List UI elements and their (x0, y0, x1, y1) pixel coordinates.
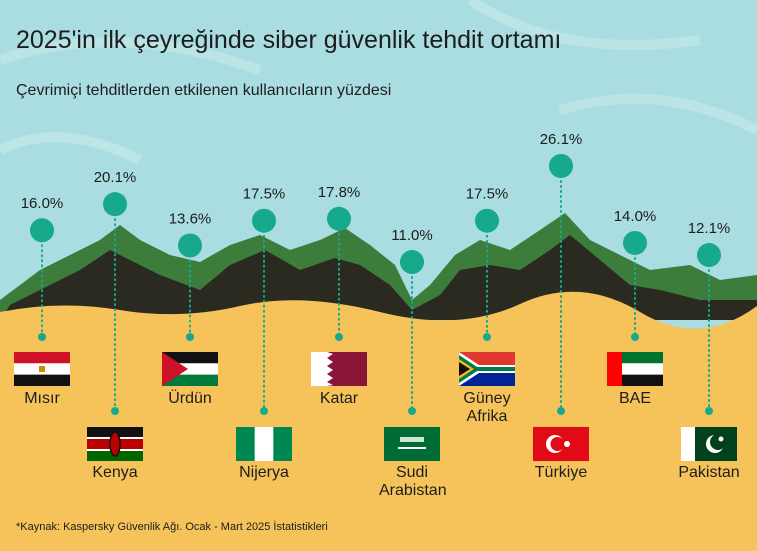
country-label: Nijerya (239, 464, 289, 481)
flag-part (162, 374, 218, 386)
flag-part (14, 374, 70, 386)
flag-part (607, 352, 622, 386)
flag-part (607, 374, 663, 386)
value-label: 12.1% (688, 220, 731, 237)
flag-part (109, 431, 121, 457)
flag-part (39, 366, 45, 372)
country-label: Mısır (24, 390, 60, 407)
value-label: 20.1% (94, 169, 137, 186)
value-dot (103, 192, 127, 217)
flag-part (162, 352, 218, 364)
value-dot (623, 230, 647, 255)
country-label: Türkiye (534, 464, 588, 481)
country-label: Katar (319, 390, 359, 407)
flag-part (718, 436, 724, 442)
end-dot (260, 407, 268, 415)
flag (236, 427, 292, 461)
country-label: Ürdün (168, 390, 212, 407)
chart-title: 2025'in ilk çeyreğinde siber güvenlik te… (16, 26, 561, 54)
end-dot (557, 407, 565, 415)
flag-part (681, 427, 695, 461)
source-note: *Kaynak: Kaspersky Güvenlik Ağı. Ocak - … (16, 520, 328, 533)
flag (533, 427, 589, 461)
flag (384, 427, 440, 461)
flag-part (564, 441, 570, 447)
value-dot (697, 243, 721, 268)
value-label: 17.5% (243, 186, 286, 203)
flag-part (14, 352, 70, 364)
palm-leaves (0, 0, 757, 165)
end-dot (186, 333, 194, 341)
value-label: 17.5% (466, 186, 509, 203)
value-label: 11.0% (391, 227, 432, 244)
flag (311, 352, 367, 386)
value-dot (475, 208, 499, 233)
country-label: Güney Afrika (463, 390, 511, 425)
value-label: 17.8% (318, 184, 361, 201)
flag-part (459, 355, 515, 383)
flag-part (254, 427, 274, 461)
flag-part (607, 352, 663, 364)
value-dot (252, 208, 276, 233)
end-dot (38, 333, 46, 341)
country-label: Sudi Arabistan (379, 464, 447, 499)
flag-part (311, 352, 333, 386)
end-dot (408, 407, 416, 415)
flag-part (400, 437, 424, 442)
chart-subtitle: Çevrimiçi tehditlerden etkilenen kullanı… (16, 82, 391, 99)
flag (162, 352, 218, 386)
value-label: 14.0% (614, 208, 657, 225)
value-label: 13.6% (169, 211, 212, 228)
value-dot (327, 206, 351, 231)
sand (0, 291, 757, 551)
country-label: BAE (618, 390, 651, 407)
value-dot (400, 250, 424, 275)
flag-part (162, 363, 218, 375)
country-label: Kenya (92, 464, 138, 481)
end-dot (631, 333, 639, 341)
flag (607, 352, 663, 386)
value-dot (30, 218, 54, 243)
value-label: 16.0% (21, 195, 64, 212)
value-dot (549, 154, 573, 179)
value-label: 26.1% (540, 131, 583, 148)
end-dot (705, 407, 713, 415)
flag (459, 352, 515, 386)
end-dot (335, 333, 343, 341)
flag-part (550, 437, 565, 451)
flag-part (398, 447, 426, 449)
end-dot (483, 333, 491, 341)
value-dot (178, 233, 202, 258)
flag-part (459, 362, 470, 376)
flag-part (162, 352, 188, 386)
flag-part (607, 363, 663, 375)
flag (14, 352, 70, 386)
flag-part (710, 434, 726, 450)
flag-part (384, 427, 440, 461)
flag (681, 427, 737, 461)
flag (87, 427, 143, 461)
end-dot (111, 407, 119, 415)
country-label: Pakistan (678, 464, 740, 481)
